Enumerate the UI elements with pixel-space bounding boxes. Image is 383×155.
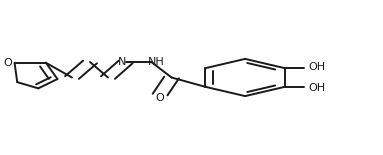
Text: O: O: [156, 93, 164, 103]
Text: NH: NH: [148, 57, 165, 67]
Text: O: O: [3, 58, 12, 68]
Text: OH: OH: [308, 83, 325, 93]
Text: N: N: [118, 57, 126, 67]
Text: OH: OH: [308, 62, 325, 72]
